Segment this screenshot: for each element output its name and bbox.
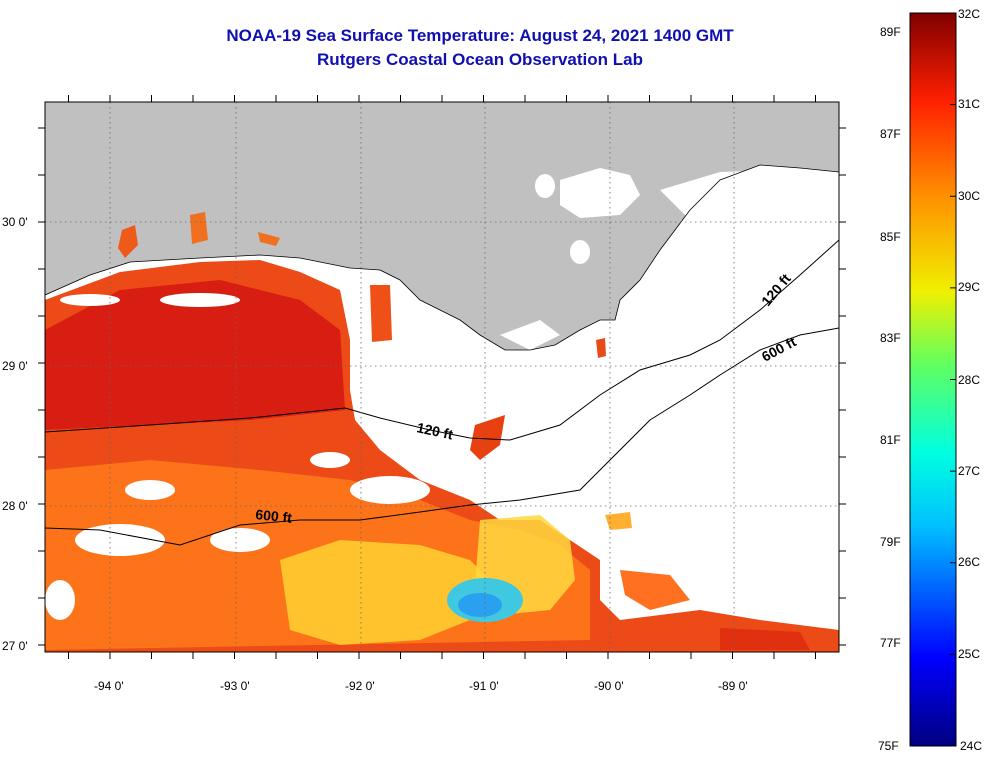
colorbar-f-label: 79F xyxy=(880,535,901,549)
colorbar-f-label: 87F xyxy=(880,127,901,141)
inland-water xyxy=(500,168,839,350)
contour-600ft xyxy=(45,327,839,546)
contour-120ft xyxy=(45,239,839,441)
axis-ticks xyxy=(38,95,846,659)
lon-label: -89 0' xyxy=(718,679,748,693)
colorbar-f-label: 89F xyxy=(880,25,901,39)
colorbar-c-label: 31C xyxy=(958,97,980,111)
colorbar-f-label: 77F xyxy=(880,636,901,650)
contour-label-600: 600 ft xyxy=(255,506,293,526)
lat-label: 27 0' xyxy=(2,639,28,653)
lon-label: -93 0' xyxy=(220,679,250,693)
colorbar-c-label: 24C xyxy=(960,739,982,753)
colorbar-c-label: 30C xyxy=(958,189,980,203)
colorbar-c-label: 25C xyxy=(958,647,980,661)
colorbar-f-label: 83F xyxy=(880,331,901,345)
lat-label: 30 0' xyxy=(2,215,28,229)
colorbar-c-label: 26C xyxy=(958,555,980,569)
map-panel xyxy=(45,102,839,652)
colorbar-c-label: 32C xyxy=(958,7,980,21)
colorbar-c-label: 28C xyxy=(958,373,980,387)
map-subtitle: Rutgers Coastal Ocean Observation Lab xyxy=(317,50,643,69)
colorbar-c-label: 29C xyxy=(958,280,980,294)
colorbar-f-label: 75F xyxy=(878,739,899,753)
sst-hot-core xyxy=(45,280,345,430)
lon-label: -90 0' xyxy=(594,679,624,693)
map-title: NOAA-19 Sea Surface Temperature: August … xyxy=(226,26,734,45)
lat-lon-grid xyxy=(45,102,839,652)
lat-label: 28 0' xyxy=(2,499,28,513)
sst-yellow-patch xyxy=(280,540,500,645)
colorbar-f-label: 85F xyxy=(880,230,901,244)
coastline xyxy=(45,164,839,351)
lat-label: 29 0' xyxy=(2,359,28,373)
colorbar-gradient xyxy=(909,12,957,747)
colorbar: 32C 31C 30C 29C 28C 27C 26C 25C 24C 89F … xyxy=(878,7,982,753)
lon-label: -94 0' xyxy=(94,679,124,693)
contour-label-120: 120 ft xyxy=(415,419,454,442)
lon-label: -91 0' xyxy=(469,679,499,693)
lon-label: -92 0' xyxy=(345,679,375,693)
land-mass xyxy=(45,102,839,350)
colorbar-c-label: 27C xyxy=(958,464,980,478)
colorbar-f-label: 81F xyxy=(880,433,901,447)
cloud-gaps xyxy=(45,293,430,620)
